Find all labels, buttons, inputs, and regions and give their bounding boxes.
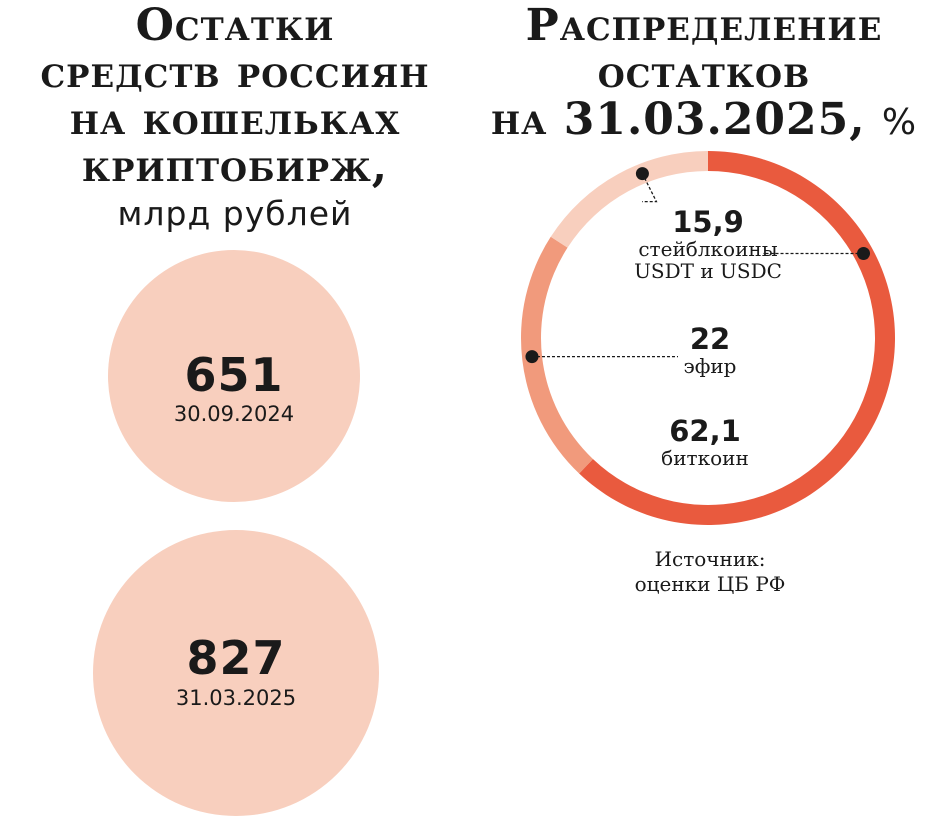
- bubble-2025: 827 31.03.2025: [93, 530, 379, 816]
- bubble-2024: 651 30.09.2024: [108, 250, 360, 502]
- right-title-unit: %: [881, 102, 918, 143]
- right-title-line: остатков: [597, 47, 811, 98]
- right-title-line: Распределение: [525, 0, 883, 51]
- left-title-unit: млрд рублей: [117, 194, 353, 233]
- donut-slice: [579, 151, 896, 525]
- bubble-date: 30.09.2024: [173, 402, 295, 426]
- bubble-value: 651: [184, 348, 284, 402]
- left-title-line: на кошельках: [69, 94, 401, 145]
- bubble-date: 31.03.2025: [175, 686, 297, 710]
- source-note: Источник: оценки ЦБ РФ: [600, 547, 820, 597]
- slice-category-label: биткоин: [661, 446, 749, 470]
- left-title-line: Остатки: [135, 0, 335, 51]
- slice-value-label: 22: [690, 322, 730, 356]
- donut-slice: [550, 151, 708, 248]
- left-chart-title: Остатки средств россиян на кошельках кри…: [0, 2, 470, 237]
- slice-marker-dot: [635, 167, 649, 181]
- left-title-line: средств россиян: [40, 47, 430, 98]
- donut-slice: [521, 236, 593, 474]
- right-chart-title: Распределение остатков на 31.03.2025, %: [478, 2, 930, 146]
- source-line: оценки ЦБ РФ: [634, 572, 786, 596]
- slice-marker-dot: [525, 350, 539, 364]
- slice-category-label: эфир: [684, 354, 737, 378]
- slice-value-label: 15,9: [672, 205, 744, 239]
- leader-line: [641, 173, 658, 203]
- slice-marker-dot: [857, 246, 871, 260]
- bubble-value: 827: [186, 631, 286, 685]
- right-title-line: на 31.03.2025, %: [478, 96, 930, 146]
- left-title-line: криптобирж,: [81, 141, 389, 192]
- slice-category-label: USDT и USDC: [634, 259, 782, 283]
- right-title-date: на 31.03.2025,: [490, 94, 866, 145]
- slice-category-label: стейблкоины: [638, 237, 777, 261]
- source-line: Источник:: [654, 547, 766, 571]
- slice-value-label: 62,1: [669, 414, 741, 448]
